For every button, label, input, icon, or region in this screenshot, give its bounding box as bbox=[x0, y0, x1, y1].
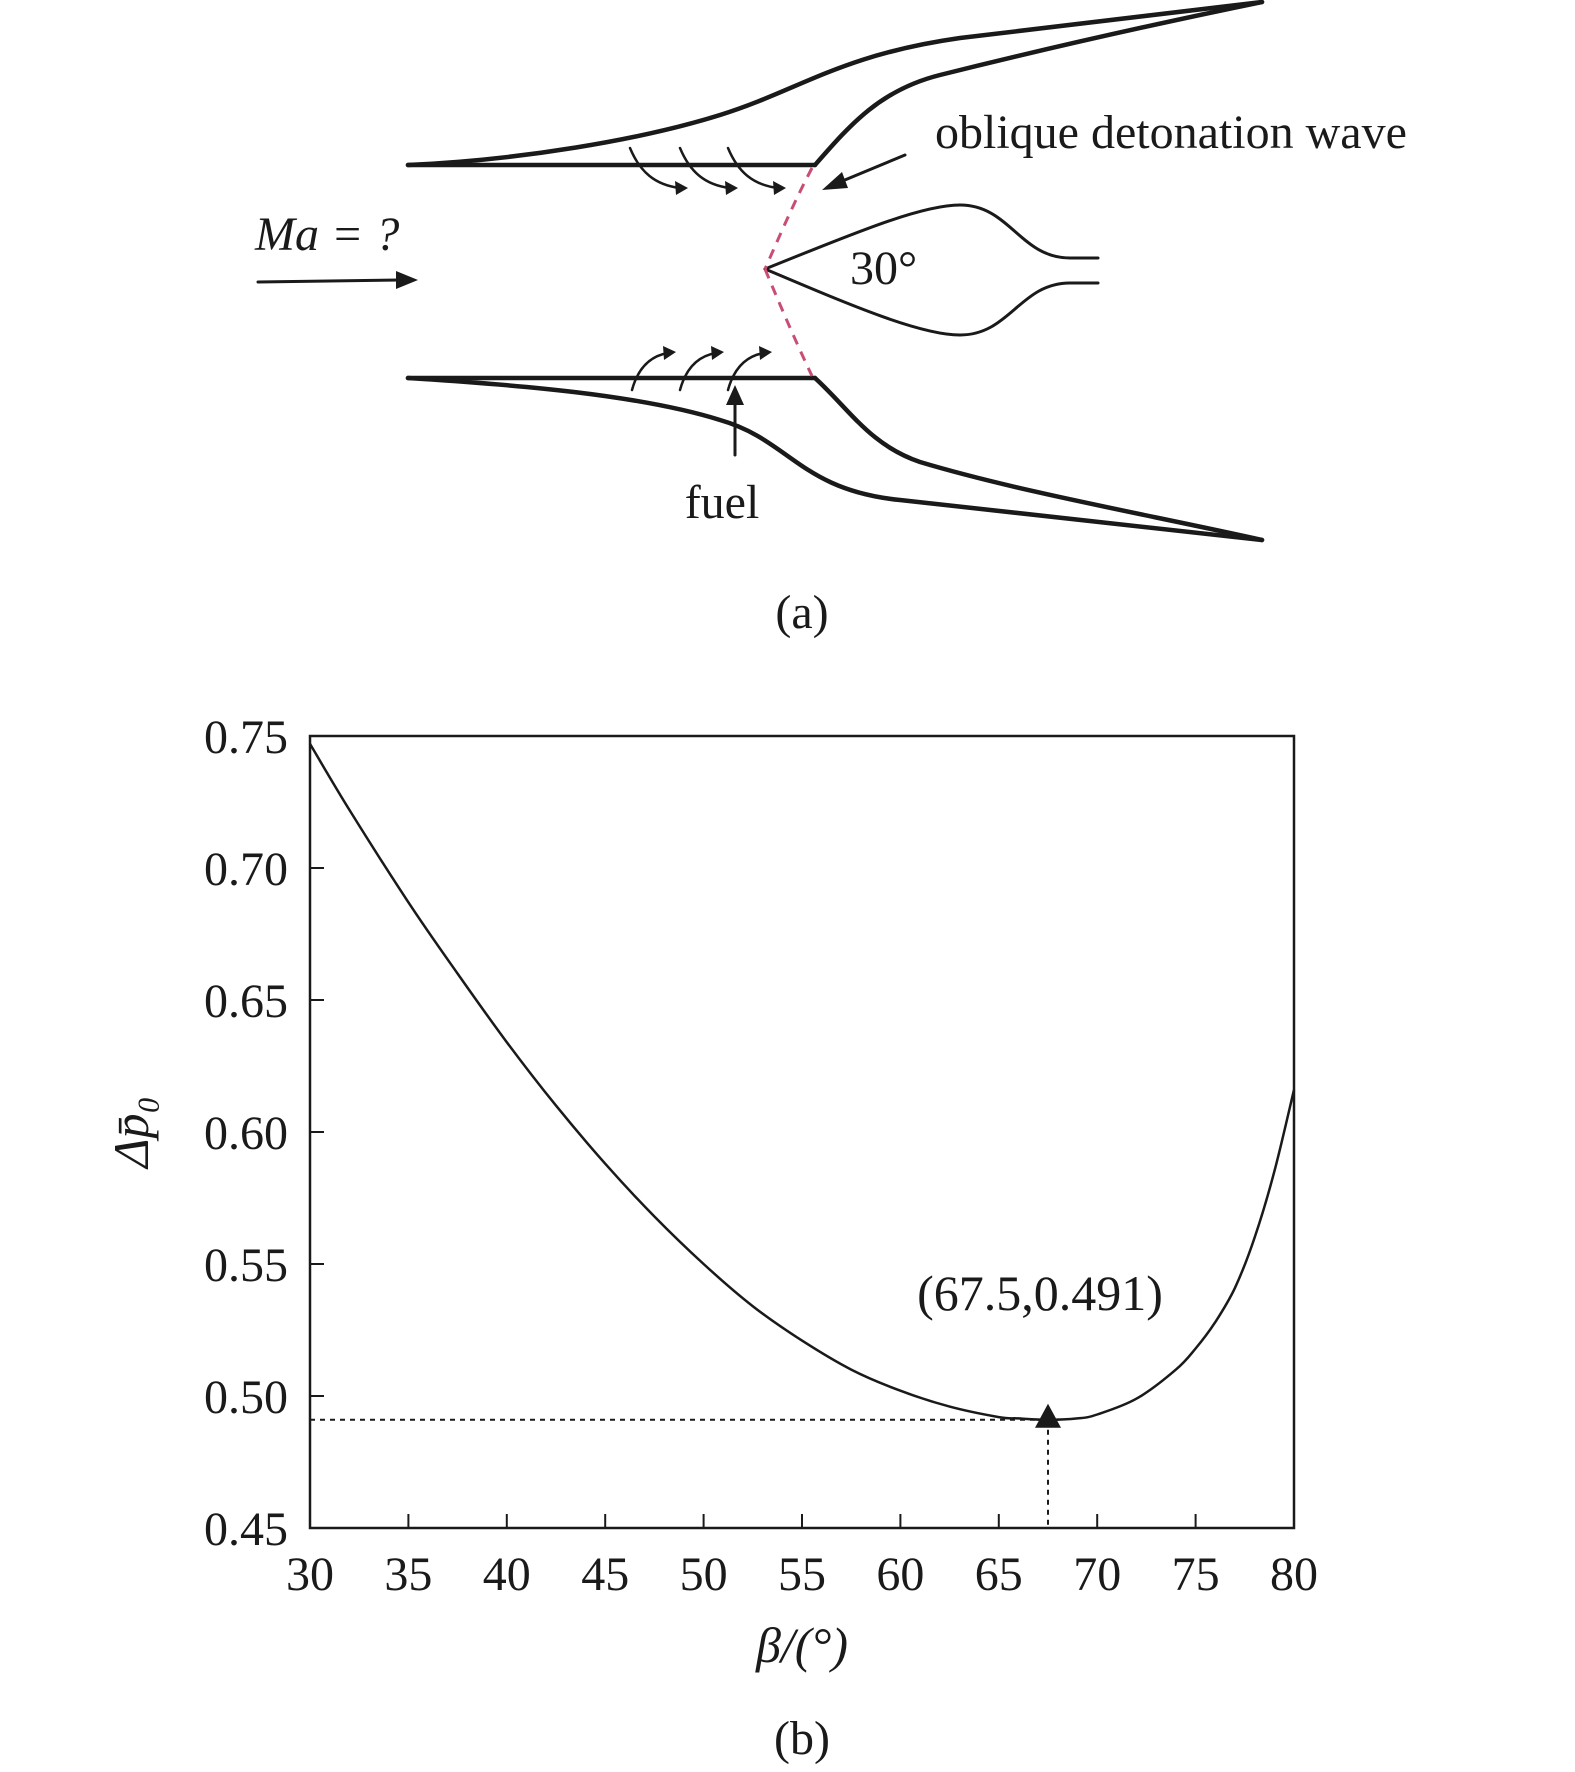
minimum-annotation: (67.5,0.491) bbox=[917, 1265, 1163, 1321]
chart-caption: (b) bbox=[774, 1712, 830, 1765]
x-tick-label: 50 bbox=[680, 1548, 728, 1601]
minimum-marker bbox=[1035, 1403, 1061, 1428]
upper-inner-wall bbox=[812, 0, 1265, 168]
lower-fuel-jets bbox=[630, 346, 772, 392]
fuel-pointer-arrowhead bbox=[726, 385, 744, 405]
y-tick-label: 0.55 bbox=[204, 1239, 288, 1292]
wedge-body-lower bbox=[763, 267, 1100, 337]
y-axis-ticks bbox=[310, 735, 324, 1529]
series-line bbox=[308, 743, 1296, 1422]
plot-frame bbox=[308, 734, 1296, 1530]
x-tick-label: 75 bbox=[1172, 1548, 1220, 1601]
x-tick-label: 35 bbox=[384, 1548, 432, 1601]
wedge-body bbox=[763, 203, 1100, 271]
y-tick-label: 0.50 bbox=[204, 1371, 288, 1424]
x-tick-label: 30 bbox=[286, 1548, 334, 1601]
x-tick-label: 45 bbox=[581, 1548, 629, 1601]
chart: 30 35 40 45 50 55 60 65 70 75 80 0.450.500.550.600… bbox=[103, 711, 1318, 1765]
y-axis-tick-labels: 0.45 0.50 0.55 0.60 0.65 0.70 0.75 bbox=[204, 711, 288, 1556]
wave-pointer-arrow bbox=[838, 153, 907, 184]
detonation-wave-lower bbox=[763, 268, 814, 377]
x-tick-label: 55 bbox=[778, 1548, 826, 1601]
flow-mach-label: Ma = ? bbox=[254, 208, 399, 261]
x-axis-ticks bbox=[309, 1514, 1295, 1528]
fuel-label: fuel bbox=[685, 476, 760, 529]
wave-pointer-arrowhead bbox=[822, 172, 848, 190]
wave-label: oblique detonation wave bbox=[935, 106, 1407, 159]
x-tick-label: 60 bbox=[876, 1548, 924, 1601]
flow-arrow bbox=[256, 278, 402, 284]
lower-outer-wall bbox=[405, 375, 1265, 543]
y-tick-label: 0.70 bbox=[204, 843, 288, 896]
y-tick-label: 0.60 bbox=[204, 1107, 288, 1160]
diagram-caption: (a) bbox=[775, 586, 828, 639]
upper-fuel-jets bbox=[628, 146, 786, 195]
wedge-angle-label: 30° bbox=[850, 242, 917, 295]
y-axis-label: Δp̄₀ bbox=[103, 1096, 159, 1170]
x-axis-label: β/(°) bbox=[755, 1617, 848, 1673]
lower-inner-wall bbox=[812, 375, 1265, 543]
flow-arrowhead bbox=[396, 271, 418, 289]
x-tick-label: 40 bbox=[483, 1548, 531, 1601]
schematic-diagram: Ma = ? oblique detonation wave 30° fuel … bbox=[254, 0, 1407, 639]
upper-outer-wall bbox=[405, 0, 1265, 168]
y-tick-label: 0.75 bbox=[204, 711, 288, 764]
y-tick-label: 0.45 bbox=[204, 1503, 288, 1556]
x-tick-label: 65 bbox=[975, 1548, 1023, 1601]
detonation-wave-upper bbox=[763, 167, 814, 270]
x-axis-tick-labels: 30 35 40 45 50 55 60 65 70 75 80 bbox=[286, 1548, 1318, 1601]
y-tick-label: 0.65 bbox=[204, 975, 288, 1028]
x-tick-label: 80 bbox=[1270, 1548, 1318, 1601]
x-tick-label: 70 bbox=[1073, 1548, 1121, 1601]
